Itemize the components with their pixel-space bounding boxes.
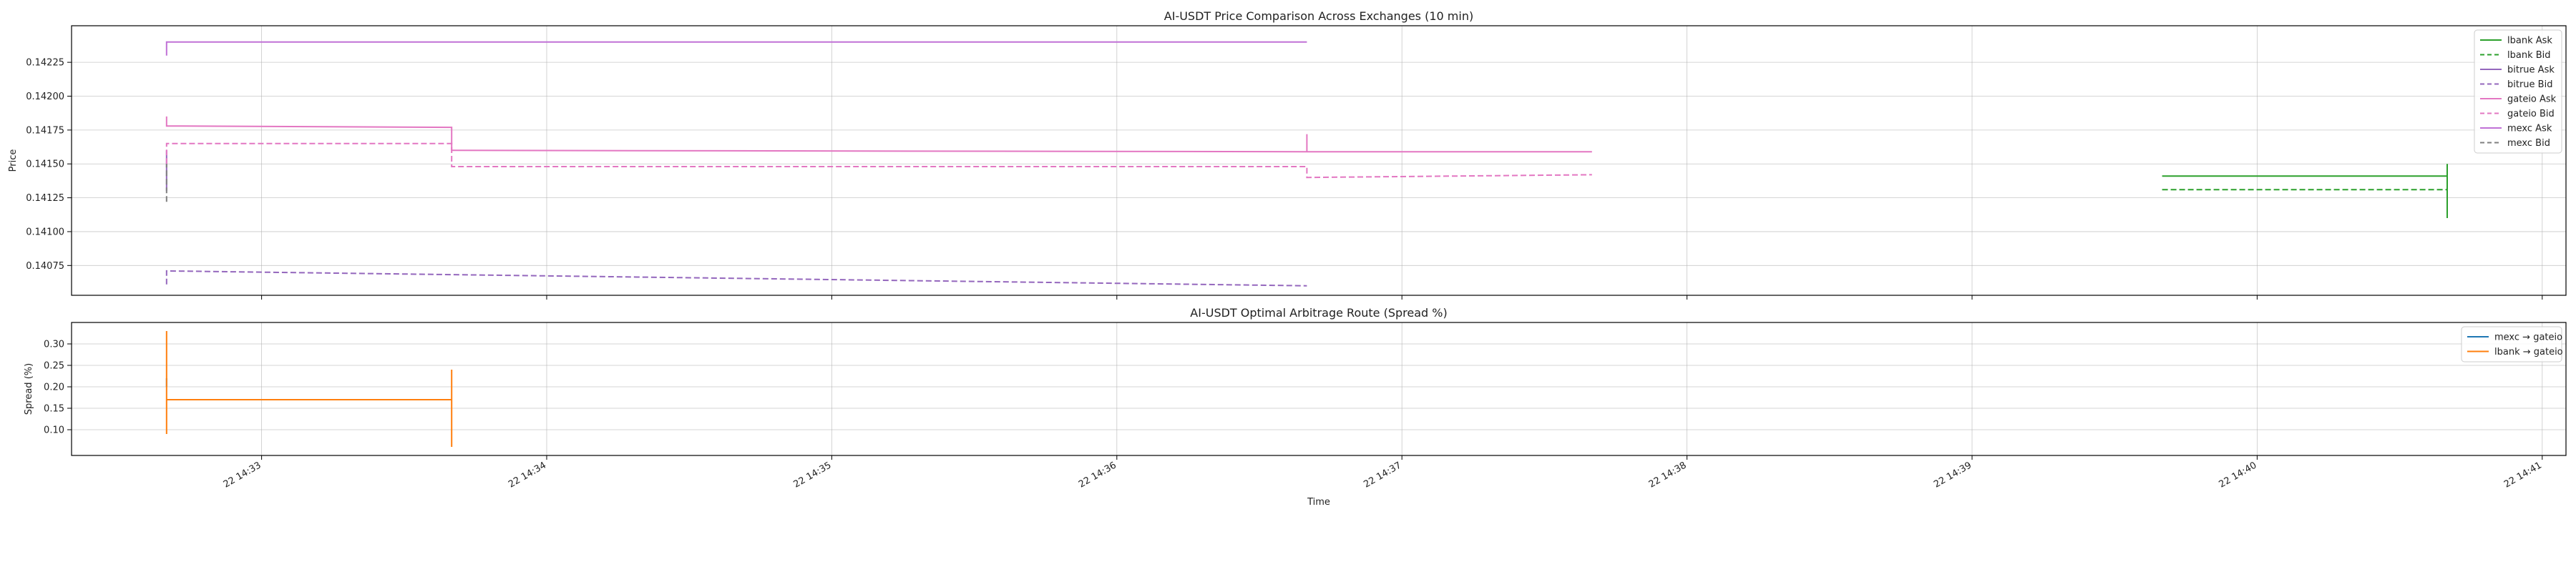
plot-frame: [71, 25, 2567, 296]
series-line: [165, 142, 1592, 179]
y-tick-label: 0.25: [44, 361, 64, 372]
legend-label: bitrue Bid: [2507, 79, 2552, 90]
y-tick-label: 0.15: [44, 404, 64, 415]
y-tick-label: 0.14075: [26, 261, 64, 272]
series-line: [2162, 164, 2448, 218]
y-tick-label: 0.10: [44, 425, 64, 436]
y-axis-label: Price: [8, 149, 19, 172]
legend-label: gateio Ask: [2507, 94, 2557, 105]
y-tick-label: 0.14225: [26, 58, 64, 69]
y-tick-label: 0.14125: [26, 193, 64, 204]
y-tick-label: 0.14175: [26, 125, 64, 136]
chart-title: AI-USDT Optimal Arbitrage Route (Spread …: [1190, 306, 1447, 320]
y-tick-label: 0.30: [44, 340, 64, 350]
legend-label: lbank Bid: [2507, 50, 2551, 61]
legend-label: lbank Ask: [2507, 36, 2552, 46]
legend: lbank Ask lbank Bid bitrue Ask bitrue Bid ga…: [2474, 29, 2562, 154]
legend-label: lbank → gateio: [2494, 347, 2563, 358]
legend-label: mexc Bid: [2507, 138, 2550, 149]
series-line: [165, 116, 1592, 153]
y-axis-label: Spread (%): [24, 363, 34, 415]
legend-label: mexc Ask: [2507, 124, 2552, 134]
y-tick-label: 0.14200: [26, 92, 64, 102]
chart-title: AI-USDT Price Comparison Across Exchange…: [1164, 9, 1473, 23]
series-line: [165, 270, 1307, 287]
series-line: [165, 331, 453, 447]
y-tick-label: 0.14100: [26, 227, 64, 237]
y-tick-label: 0.14150: [26, 159, 64, 170]
legend: mexc → gateio lbank → gateio: [2461, 326, 2563, 363]
legend-label: bitrue Ask: [2507, 65, 2555, 76]
plot-frame: [71, 322, 2567, 456]
legend-box: [2474, 29, 2562, 154]
x-axis-label: Time: [1307, 497, 1330, 508]
legend-label: gateio Bid: [2507, 109, 2555, 119]
legend-label: mexc → gateio: [2494, 332, 2562, 343]
chart-panel-1: 0.14075 0.14100 0.14125 0.14150 0.14175 0.142…: [8, 9, 2567, 300]
legend-box: [2461, 326, 2562, 363]
y-tick-label: 0.20: [44, 383, 64, 393]
series-line: [165, 41, 1307, 56]
chart-panel-2: 0.10 0.15 0.20 0.25 0.30 AI-USDT Optimal Arbi…: [24, 306, 2567, 460]
